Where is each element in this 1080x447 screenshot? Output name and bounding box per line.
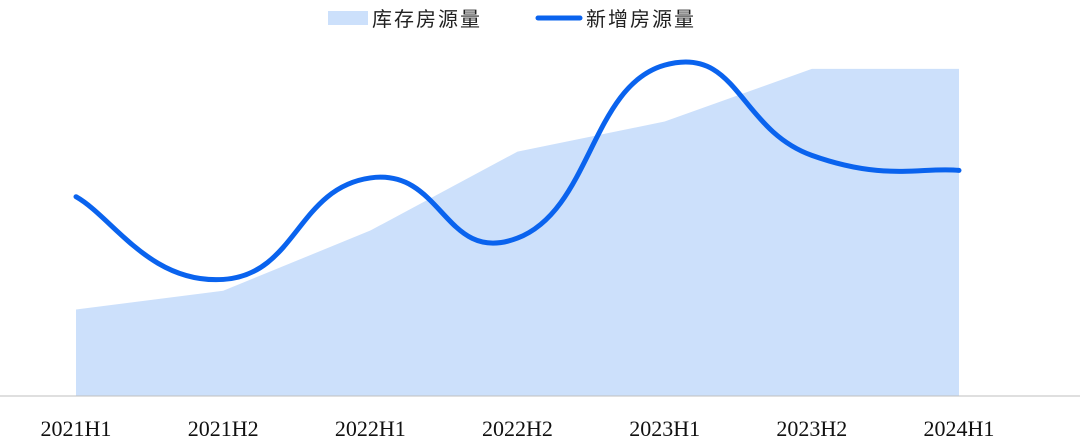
x-tick-label: 2021H2 [188,416,259,441]
x-tick-label: 2022H2 [482,416,553,441]
line-series-layer [73,59,962,282]
plot-area: 2021H1 2021H2 2022H1 2022H2 2023H1 2023H2 2024… [0,59,1080,441]
x-tick-label: 2024H1 [924,416,995,441]
x-tick-label: 2022H1 [335,416,406,441]
legend-swatch-area [328,11,368,25]
x-axis-ticks: 2021H1 2021H2 2022H1 2022H2 2023H1 2023H2 2024… [41,416,995,441]
legend: 库存房源量 新增房源量 [328,7,696,31]
legend-label-area: 库存房源量 [372,7,482,31]
area-series-inventory [76,68,959,396]
x-tick-label: 2021H1 [41,416,112,441]
area-series-layer [75,68,960,396]
legend-label-line: 新增房源量 [586,7,696,31]
x-tick-label: 2023H2 [776,416,847,441]
x-tick-label: 2023H1 [629,416,700,441]
